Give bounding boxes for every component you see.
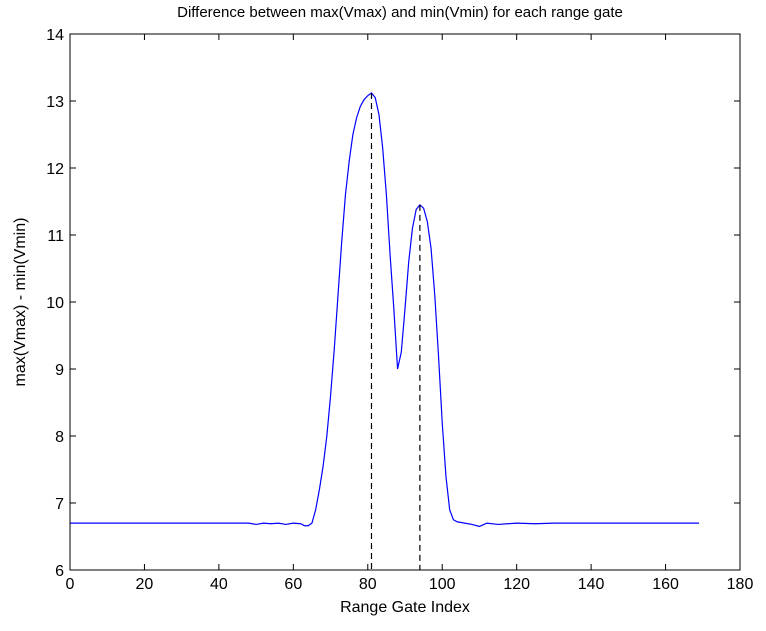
y-tick-label: 9 <box>55 362 64 379</box>
y-tick-label: 12 <box>46 161 64 178</box>
y-axis-label: max(Vmax) - min(Vmin) <box>12 218 29 387</box>
x-tick-label: 100 <box>429 576 456 593</box>
x-tick-label: 160 <box>652 576 679 593</box>
series-line-0 <box>70 92 700 528</box>
y-tick-label: 7 <box>55 496 64 513</box>
x-axis-label: Range Gate Index <box>340 599 470 616</box>
x-tick-label: 140 <box>578 576 605 593</box>
x-tick-label: 0 <box>66 576 75 593</box>
x-tick-label: 80 <box>359 576 377 593</box>
x-tick-label: 180 <box>727 576 754 593</box>
x-tick-label: 120 <box>503 576 530 593</box>
y-tick-label: 10 <box>46 295 64 312</box>
x-tick-label: 60 <box>284 576 302 593</box>
x-tick-label: 40 <box>210 576 228 593</box>
plot-area: 0 20 40 60 80 100 120 140 160 180 6 7 8 9 10 11 12 13 14 <box>46 27 753 593</box>
chart-title: Difference between max(Vmax) and min(Vmi… <box>177 4 623 21</box>
x-axis-ticks: 0 20 40 60 80 100 120 140 160 180 <box>66 34 754 593</box>
y-tick-label: 6 <box>55 563 64 580</box>
y-tick-label: 8 <box>55 429 64 446</box>
marker-layer <box>370 92 421 570</box>
y-tick-label: 14 <box>46 27 64 44</box>
y-axis-ticks: 6 7 8 9 10 11 12 13 14 <box>46 27 740 580</box>
y-tick-label: 11 <box>47 228 64 245</box>
y-tick-label: 13 <box>46 94 64 111</box>
x-tick-label: 20 <box>136 576 154 593</box>
series-layer <box>70 92 700 528</box>
